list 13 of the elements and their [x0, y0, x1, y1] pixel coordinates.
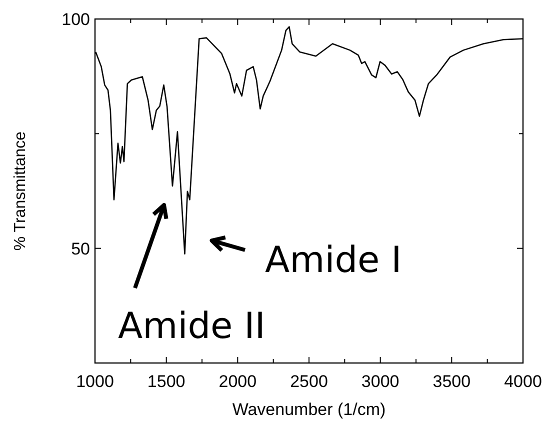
x-tick-label: 3500 — [432, 372, 471, 391]
x-tick-label: 1500 — [147, 372, 186, 391]
x-tick-label: 1000 — [76, 372, 114, 391]
x-tick-label: 3000 — [361, 372, 400, 391]
y-axis-title: % Transmittance — [12, 131, 29, 251]
annotation: Amide I — [265, 240, 402, 281]
annotation: Amide II — [118, 306, 266, 347]
x-tick-label: 2500 — [290, 372, 328, 391]
x-tick-label: 4000 — [504, 372, 542, 391]
y-tick-label: 100 — [62, 10, 90, 29]
x-axis-title: Wavenumber (1/cm) — [232, 400, 386, 419]
y-tick-label: 50 — [71, 239, 90, 258]
x-tick-label: 2000 — [218, 372, 257, 391]
